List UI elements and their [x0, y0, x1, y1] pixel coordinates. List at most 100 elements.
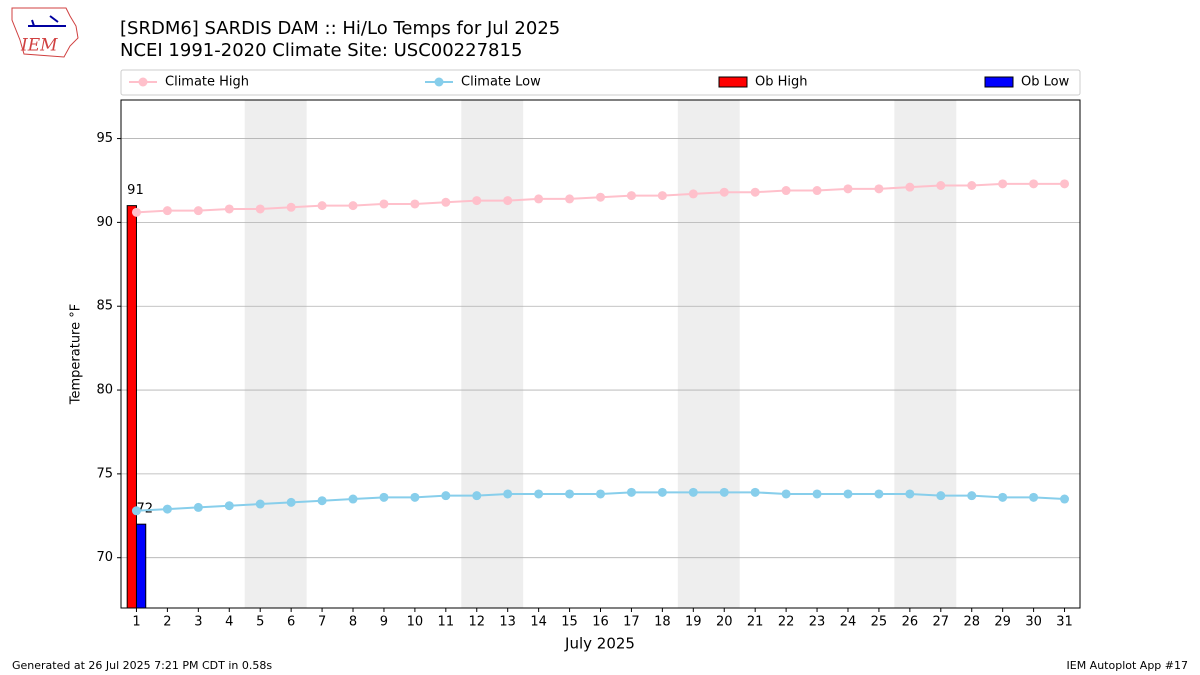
- y-tick-label: 95: [96, 131, 113, 146]
- x-tick-label: 28: [963, 615, 980, 630]
- data-point: [534, 489, 544, 499]
- x-tick-label: 5: [256, 615, 264, 630]
- x-tick-label: 22: [778, 615, 795, 630]
- x-tick-label: 4: [225, 615, 233, 630]
- y-tick-label: 75: [96, 466, 113, 481]
- y-tick-label: 90: [96, 215, 113, 230]
- data-point: [905, 182, 915, 192]
- legend-marker: [138, 77, 148, 87]
- x-tick-label: 16: [592, 615, 609, 630]
- logo-shape: [11, 7, 79, 58]
- x-tick-label: 20: [716, 615, 733, 630]
- data-point: [967, 491, 977, 501]
- data-point: [317, 496, 327, 506]
- data-point: [565, 194, 575, 204]
- data-label: 72: [136, 502, 153, 517]
- data-point: [843, 489, 853, 499]
- x-tick-label: 6: [287, 615, 295, 630]
- data-point: [719, 487, 729, 497]
- data-point: [626, 487, 636, 497]
- data-point: [410, 199, 420, 209]
- bar: [126, 205, 137, 609]
- data-point: [812, 489, 822, 499]
- legend-label: Climate High: [165, 75, 249, 90]
- data-point: [874, 489, 884, 499]
- data-point: [1029, 179, 1039, 189]
- x-tick-label: 1: [132, 615, 140, 630]
- x-tick-label: 7: [318, 615, 326, 630]
- data-point: [503, 489, 513, 499]
- logo: IEM: [11, 7, 79, 58]
- plot-frame: [120, 99, 1081, 609]
- data-point: [750, 187, 760, 197]
- data-point: [441, 491, 451, 501]
- x-tick-label: 10: [407, 615, 424, 630]
- x-tick-label: 23: [809, 615, 826, 630]
- legend-box: [120, 69, 1081, 96]
- legend-label: Climate Low: [461, 75, 541, 90]
- data-point: [843, 184, 853, 194]
- data-point: [379, 199, 389, 209]
- data-point: [719, 187, 729, 197]
- data-point: [255, 204, 265, 214]
- x-tick-label: 18: [654, 615, 671, 630]
- data-point: [286, 497, 296, 507]
- bar: [135, 523, 147, 609]
- x-tick-label: 31: [1056, 615, 1073, 630]
- x-tick-label: 25: [871, 615, 888, 630]
- legend-swatch: [984, 76, 1014, 88]
- x-tick-label: 21: [747, 615, 764, 630]
- x-tick-label: 9: [380, 615, 388, 630]
- weekend-band: [894, 100, 957, 608]
- weekend-band: [461, 100, 524, 608]
- y-tick-label: 80: [96, 383, 113, 398]
- data-point: [781, 186, 791, 196]
- data-point: [565, 489, 575, 499]
- data-point: [286, 202, 296, 212]
- data-point: [1060, 494, 1070, 504]
- x-tick-label: 12: [468, 615, 485, 630]
- data-point: [998, 492, 1008, 502]
- data-point: [193, 206, 203, 216]
- x-tick-label: 26: [902, 615, 919, 630]
- data-point: [626, 191, 636, 201]
- data-point: [998, 179, 1008, 189]
- x-tick-label: 24: [840, 615, 857, 630]
- data-point: [688, 487, 698, 497]
- legend-label: Ob Low: [1021, 75, 1070, 90]
- logo-text: IEM: [20, 36, 58, 56]
- weekend-band: [244, 100, 307, 608]
- data-point: [317, 201, 327, 211]
- data-point: [936, 181, 946, 191]
- data-point: [224, 204, 234, 214]
- x-tick-label: 2: [163, 615, 171, 630]
- data-point: [874, 184, 884, 194]
- x-tick-label: 19: [685, 615, 702, 630]
- x-tick-label: 8: [349, 615, 357, 630]
- data-point: [131, 506, 141, 516]
- data-point: [472, 196, 482, 206]
- chart-title: [SRDM6] SARDIS DAM :: Hi/Lo Temps for Ju…: [120, 18, 560, 39]
- data-point: [534, 194, 544, 204]
- x-tick-label: 11: [438, 615, 455, 630]
- data-point: [596, 192, 605, 202]
- data-point: [162, 206, 172, 216]
- legend-marker: [434, 77, 444, 87]
- x-tick-label: 14: [530, 615, 547, 630]
- x-tick-label: 3: [194, 615, 202, 630]
- data-point: [193, 502, 203, 512]
- data-point: [472, 491, 482, 501]
- y-tick-label: 85: [96, 299, 113, 314]
- x-tick-label: 29: [994, 615, 1011, 630]
- data-point: [1029, 492, 1039, 502]
- data-point: [596, 489, 605, 499]
- data-point: [812, 186, 822, 196]
- x-axis-label: July 2025: [564, 635, 635, 653]
- weekend-band: [677, 100, 740, 608]
- data-point: [162, 504, 172, 514]
- data-point: [379, 492, 389, 502]
- data-point: [131, 207, 141, 217]
- data-point: [657, 487, 667, 497]
- data-point: [410, 492, 420, 502]
